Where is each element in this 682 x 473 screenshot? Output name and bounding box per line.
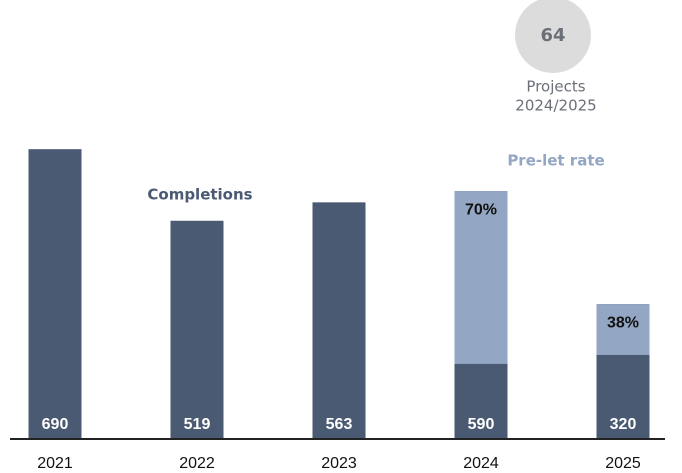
x-tick-label: 2023 <box>321 455 357 472</box>
value-label: 690 <box>42 416 69 433</box>
bar <box>170 220 224 438</box>
value-label: 519 <box>184 416 211 433</box>
x-tick-label: 2022 <box>179 455 215 472</box>
pre-let-segment <box>596 304 650 355</box>
rate-label: 38% <box>607 314 639 331</box>
callout-value: 64 <box>540 25 565 46</box>
rate-label: 70% <box>465 201 497 218</box>
series-label: Pre-let rate <box>507 152 604 170</box>
value-label: 320 <box>610 416 637 433</box>
bar <box>28 149 82 438</box>
callout-circle <box>515 0 591 73</box>
value-label: 563 <box>326 416 353 433</box>
callout-text: 2024/2025 <box>515 97 596 115</box>
pre-let-segment <box>454 191 508 364</box>
x-tick-label: 2021 <box>37 455 73 472</box>
value-label: 590 <box>468 416 495 433</box>
callout-text: Projects <box>526 78 585 96</box>
series-label: Completions <box>147 186 252 204</box>
x-tick-label: 2025 <box>605 455 641 472</box>
bar <box>312 202 366 438</box>
x-tick-label: 2024 <box>463 455 499 472</box>
